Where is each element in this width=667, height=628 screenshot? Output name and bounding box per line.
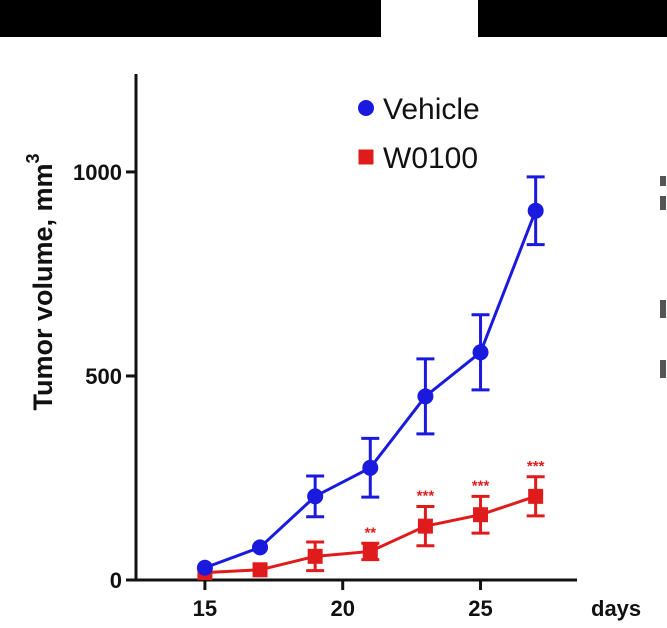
- legend-item-w0100: W0100: [358, 142, 478, 175]
- data-point: [472, 344, 489, 361]
- significance-label: ***: [527, 458, 545, 475]
- edge-fragment: [660, 360, 666, 378]
- top-right-black-bar: [478, 0, 667, 37]
- edge-fragment: [660, 196, 666, 210]
- significance-label: **: [364, 524, 376, 541]
- x-tick-label: 15: [193, 596, 217, 621]
- y-tick-label: 1000: [73, 160, 122, 185]
- x-tick-label: 25: [468, 596, 492, 621]
- data-point: [528, 488, 544, 504]
- edge-fragment: [660, 300, 666, 318]
- data-point: [252, 562, 268, 578]
- data-point: [252, 539, 269, 556]
- series-w0100: ***********: [197, 458, 545, 581]
- data-point: [362, 543, 378, 559]
- data-point: [307, 548, 323, 564]
- y-axis-title-text: Tumor volume, mm: [28, 163, 58, 410]
- y-axis-title-superscript: 3: [23, 153, 43, 163]
- legend: Vehicle W0100: [358, 93, 480, 175]
- legend-marker: [358, 100, 374, 116]
- y-tick-label: 0: [110, 568, 122, 593]
- series-vehicle: [196, 175, 545, 576]
- legend-label: Vehicle: [383, 93, 480, 126]
- y-ticks: 0 500 1000: [73, 160, 136, 593]
- x-tick-label: 20: [330, 596, 354, 621]
- significance-label: ***: [417, 488, 435, 505]
- significance-label: ***: [472, 477, 490, 494]
- legend-item-vehicle: Vehicle: [358, 93, 480, 126]
- right-edge-fragments: [660, 176, 666, 378]
- data-point: [196, 559, 213, 576]
- legend-label: W0100: [383, 142, 478, 175]
- data-point: [473, 507, 489, 523]
- x-ticks: 15 20 25: [193, 580, 493, 621]
- data-point: [527, 202, 544, 219]
- data-point: [307, 488, 324, 505]
- data-point: [362, 459, 379, 476]
- data-point: [417, 388, 434, 405]
- edge-fragment: [660, 176, 666, 186]
- series-layer: ***********: [196, 175, 545, 581]
- top-left-black-bar: [0, 0, 381, 37]
- y-tick-label: 500: [85, 364, 122, 389]
- legend-marker: [358, 149, 374, 165]
- y-axis-title: Tumor volume, mm3: [23, 153, 58, 410]
- x-axis-title: days: [591, 596, 641, 621]
- data-point: [417, 518, 433, 534]
